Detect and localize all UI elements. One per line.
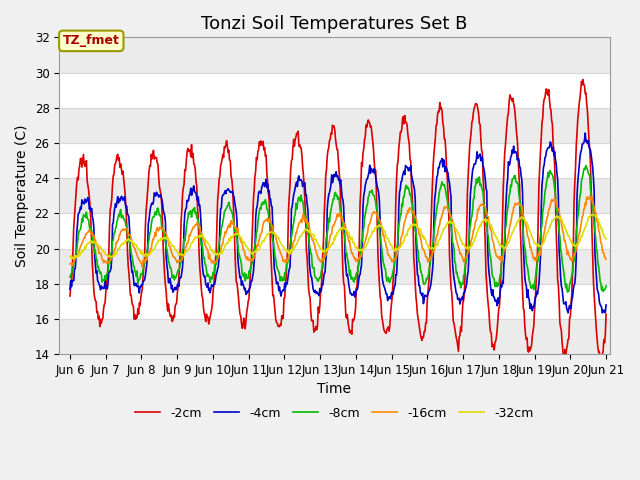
Line: -32cm: -32cm <box>70 214 606 259</box>
-16cm <box>602 256 610 262</box>
-2cm <box>131 312 139 317</box>
-16cm <box>586 193 593 199</box>
-2cm <box>66 293 74 299</box>
Line: -8cm: -8cm <box>70 166 606 292</box>
Legend: -2cm, -4cm, -8cm, -16cm, -32cm: -2cm, -4cm, -8cm, -16cm, -32cm <box>131 402 539 424</box>
Bar <box>60 37 610 72</box>
-32cm <box>602 236 610 241</box>
-32cm <box>589 211 597 217</box>
Line: -2cm: -2cm <box>70 80 606 361</box>
-2cm <box>419 334 426 340</box>
-32cm <box>404 227 412 233</box>
-8cm <box>602 283 610 289</box>
-16cm <box>214 255 222 261</box>
-32cm <box>66 253 74 259</box>
-2cm <box>602 311 610 317</box>
Text: TZ_fmet: TZ_fmet <box>63 35 120 48</box>
-8cm <box>403 186 411 192</box>
-16cm <box>404 208 412 214</box>
-16cm <box>131 245 139 251</box>
X-axis label: Time: Time <box>317 383 351 396</box>
-8cm <box>131 268 139 274</box>
-8cm <box>582 163 590 168</box>
-16cm <box>186 233 194 239</box>
-4cm <box>76 208 84 214</box>
-4cm <box>214 266 221 272</box>
-4cm <box>581 130 589 136</box>
-2cm <box>76 163 84 168</box>
-4cm <box>598 310 606 316</box>
-2cm <box>214 197 221 203</box>
-2cm <box>579 77 587 83</box>
Y-axis label: Soil Temperature (C): Soil Temperature (C) <box>15 124 29 267</box>
-32cm <box>186 244 194 250</box>
-32cm <box>214 251 222 257</box>
-32cm <box>420 233 428 239</box>
-32cm <box>70 256 77 262</box>
-4cm <box>419 290 426 296</box>
Bar <box>60 178 610 213</box>
-2cm <box>560 359 568 364</box>
-4cm <box>602 302 610 308</box>
-4cm <box>66 287 74 292</box>
-16cm <box>76 246 84 252</box>
-8cm <box>563 289 571 295</box>
-4cm <box>131 283 139 288</box>
Line: -4cm: -4cm <box>70 133 606 313</box>
Title: Tonzi Soil Temperatures Set B: Tonzi Soil Temperatures Set B <box>202 15 468 33</box>
-4cm <box>186 192 193 198</box>
Bar <box>60 319 610 354</box>
-8cm <box>419 276 426 282</box>
Bar <box>60 108 610 143</box>
-16cm <box>138 264 146 270</box>
Line: -16cm: -16cm <box>70 196 606 267</box>
-16cm <box>420 247 428 252</box>
-8cm <box>76 228 84 233</box>
Bar <box>60 249 610 284</box>
-2cm <box>186 148 193 154</box>
-4cm <box>403 164 411 170</box>
-2cm <box>403 121 411 127</box>
-16cm <box>66 261 74 266</box>
-32cm <box>77 251 84 257</box>
-8cm <box>214 252 221 258</box>
-8cm <box>186 211 193 217</box>
-8cm <box>66 274 74 280</box>
-32cm <box>132 242 140 248</box>
